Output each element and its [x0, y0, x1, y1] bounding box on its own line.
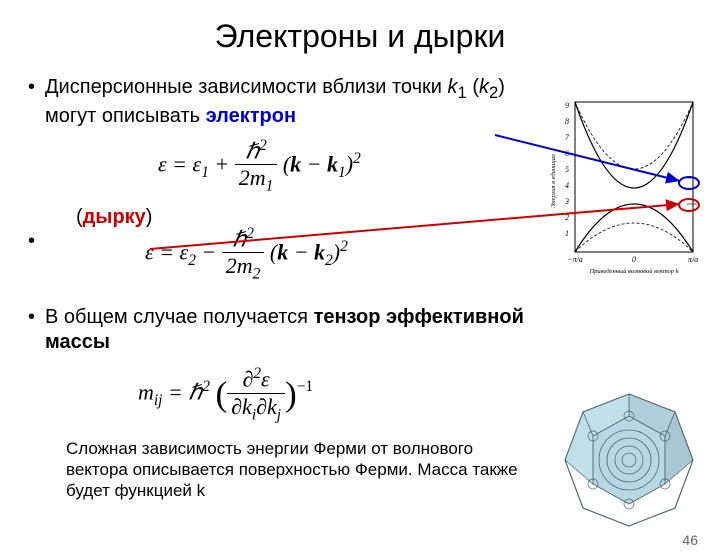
- bullet-1: • Дисперсионные зависимости вблизи точки…: [28, 75, 528, 129]
- bullet-dot: •: [28, 305, 35, 329]
- bullet-dot: •: [28, 75, 35, 99]
- bullet-1-text: Дисперсионные зависимости вблизи точки k…: [45, 75, 528, 129]
- svg-text:−π/a: −π/a: [567, 255, 583, 264]
- svg-text:4: 4: [565, 181, 569, 190]
- electron-label: электрон: [206, 105, 296, 127]
- svg-text:9: 9: [565, 101, 569, 110]
- svg-text:Энергия в единицах: Энергия в единицах: [550, 154, 557, 208]
- svg-text:3: 3: [564, 197, 569, 206]
- svg-text:5: 5: [565, 165, 569, 174]
- svg-text:π/a: π/a: [688, 255, 698, 264]
- bullet-dot: •: [28, 229, 35, 253]
- svg-text:0: 0: [632, 255, 636, 264]
- svg-text:1: 1: [565, 229, 569, 238]
- slide-title: Электроны и дырки: [0, 18, 720, 55]
- svg-text:6: 6: [565, 149, 569, 158]
- fermi-text: Сложная зависимость энергии Ферми от вол…: [66, 438, 526, 502]
- svg-text:7: 7: [565, 133, 570, 142]
- svg-text:2: 2: [565, 213, 569, 222]
- fermi-surface-figure: [557, 388, 702, 533]
- bullet-3-text: В общем случае получается тензор эффекти…: [45, 305, 528, 355]
- hole-label: дырку: [83, 206, 146, 228]
- page-number: 46: [682, 532, 698, 548]
- svg-text:Приведенный волновой вектор k: Приведенный волновой вектор k: [588, 268, 678, 275]
- hole-marker: [678, 198, 700, 212]
- svg-text:8: 8: [565, 117, 569, 126]
- bullet-3: • В общем случае получается тензор эффек…: [28, 305, 528, 355]
- formula-hole: ε = ε2 − ℏ22m2 (k − k2)2: [145, 225, 348, 284]
- electron-marker: [678, 176, 700, 190]
